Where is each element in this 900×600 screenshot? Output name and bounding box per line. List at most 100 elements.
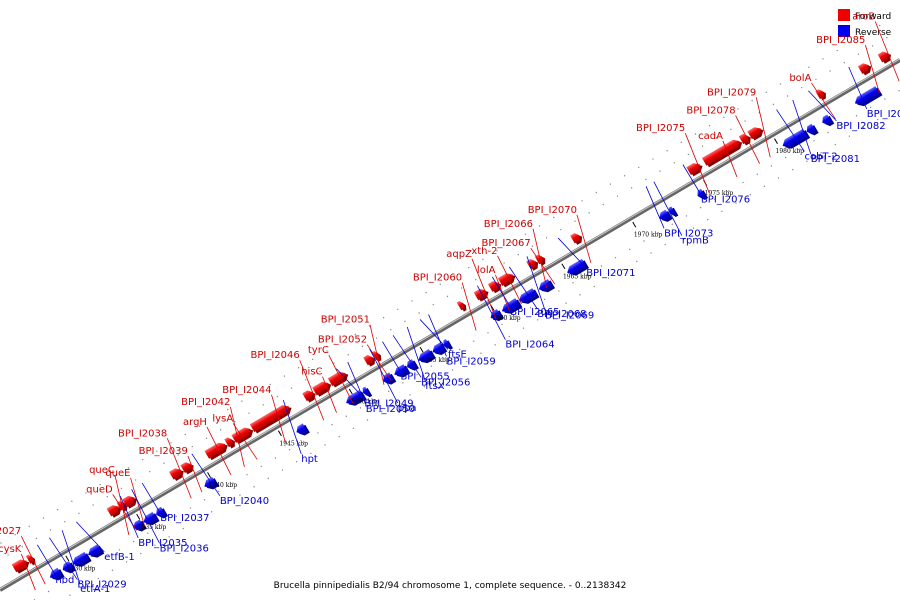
frame-dot: [149, 470, 151, 473]
gene-arrow-BPI_I2038[interactable]: [169, 466, 183, 480]
frame-dot: [857, 53, 860, 55]
scale-tick: [774, 138, 778, 144]
scale-tick-label: 1970 kbp: [634, 232, 663, 239]
frame-dot: [90, 565, 92, 568]
frame-dot: [694, 133, 697, 135]
gene-arrow-tyrC[interactable]: [327, 369, 348, 387]
gene-arrow-hpt[interactable]: [294, 423, 308, 436]
gene-arrow-BPI_I2082[interactable]: [820, 114, 832, 127]
gene-arrow-xth-2[interactable]: [497, 271, 515, 286]
gene-callout: [874, 21, 900, 82]
frame-dot: [792, 168, 794, 171]
gene-label-BPI_I2046: BPI_I2046: [251, 350, 300, 361]
gene-callout: [495, 274, 510, 312]
gene-label-BPI_I2064: BPI_I2064: [505, 340, 554, 351]
frame-dot: [588, 212, 590, 214]
frame-dot: [836, 49, 838, 52]
gene-arrow-BPI_I2060[interactable]: [456, 300, 466, 311]
gene-arrow-etfA-1[interactable]: [70, 551, 90, 568]
gene-arrow-BPI_I2036[interactable]: [141, 511, 158, 526]
frame-dot: [551, 310, 553, 313]
gene-label-BPI_I2039: BPI_I2039: [139, 446, 188, 457]
gene-arrow-BPI_I2076[interactable]: [695, 188, 706, 200]
frame-dot: [467, 266, 470, 269]
gene-label-BPI_I2052: BPI_I2052: [318, 335, 367, 346]
gene-arrow-BPI_I2065[interactable]: [500, 298, 520, 315]
frame-dot: [645, 178, 647, 181]
gene-arrow-BPI_I2085[interactable]: [857, 61, 871, 74]
gene-callout: [811, 82, 836, 120]
gene-label-rpmB: rpmB: [682, 236, 709, 247]
gene-arrow-queE[interactable]: [122, 494, 136, 508]
gene-label-BPI_I2067: BPI_I2067: [482, 238, 531, 249]
frame-dot: [104, 557, 107, 559]
frame-dot: [543, 298, 546, 301]
frame-dot: [409, 394, 411, 396]
frame-dot: [255, 392, 257, 394]
legend: Forward Reverse: [838, 9, 892, 38]
gene-arrow-BPI_I2073[interactable]: [657, 209, 671, 223]
frame-dot: [373, 398, 376, 401]
frame-dot: [898, 90, 900, 92]
frame-dot: [643, 240, 645, 242]
frame-dot: [607, 277, 610, 279]
gene-arrow-BPI_I2075[interactable]: [686, 161, 702, 175]
gene-callout: [114, 474, 130, 536]
gene-callout: [131, 489, 160, 544]
gene-callout: [684, 133, 710, 194]
frame-dot: [203, 499, 206, 501]
frame-dot: [437, 377, 440, 379]
frame-dot: [706, 218, 709, 221]
gene-arrow-BPI_I2079[interactable]: [747, 125, 763, 140]
frame-dot: [246, 473, 248, 476]
frame-dot: [189, 507, 192, 509]
frame-dot: [708, 124, 711, 127]
gene-label-BPI_I2081: BPI_I2081: [811, 154, 860, 165]
frame-dot: [869, 106, 872, 109]
gene-label-BPI_I2050: BPI_I2050: [366, 404, 415, 415]
frame-dot: [347, 354, 349, 356]
gene-arrow-ftsX[interactable]: [416, 349, 434, 364]
gene-arrow-cadA[interactable]: [701, 137, 742, 166]
gene-arrow-cysK[interactable]: [11, 557, 29, 573]
gene-label-cobT-2: cobT-2: [804, 152, 837, 163]
frame-dot: [42, 517, 45, 519]
frame-dot: [558, 290, 560, 292]
gene-label-BPI_I2065: BPI_I2065: [510, 307, 559, 318]
gene-arrow-BPI_I2044[interactable]: [249, 403, 291, 433]
gene-label-ftsE: ftsE: [448, 349, 467, 360]
frame-dot: [305, 379, 307, 381]
gene-arrow-BPI_I2083[interactable]: [853, 86, 880, 107]
gene-arrow-BPI_I2039[interactable]: [180, 460, 193, 473]
gene-arrow-BPI_I2081[interactable]: [804, 123, 817, 136]
frame-dot: [161, 524, 163, 526]
gene-arrow-aroB[interactable]: [877, 50, 891, 63]
gene-arrow-etfB-1[interactable]: [86, 544, 102, 558]
scale-tick: [632, 221, 637, 228]
gene-arrow-queC[interactable]: [106, 503, 121, 517]
gene-arrow-BPI_I2050[interactable]: [361, 386, 370, 397]
frame-dot: [517, 253, 520, 256]
frame-dot: [390, 329, 392, 331]
gene-arrow-BPI_I2051[interactable]: [363, 353, 375, 366]
frame-dot: [395, 402, 397, 404]
gene-arrow-aqpZ[interactable]: [473, 287, 488, 301]
gene-callout: [20, 536, 46, 585]
frame-dot: [198, 425, 201, 427]
gene-arrow-BPI_I2070[interactable]: [570, 232, 582, 244]
gene-arrow-argH[interactable]: [204, 440, 227, 459]
frame-dot: [531, 245, 534, 247]
gene-callout: [557, 237, 587, 269]
frame-dot: [716, 137, 718, 139]
gene-arrow-BPI_I2069[interactable]: [537, 278, 553, 293]
gene-arrow-hisC[interactable]: [312, 379, 331, 396]
gene-arrow-BPI_I2046[interactable]: [302, 388, 315, 402]
gene-label-BPI_I2076: BPI_I2076: [701, 195, 750, 206]
gene-arrow-BPI_I2037[interactable]: [154, 506, 166, 519]
frame-dot: [614, 256, 617, 259]
gene-arrow-BPI_I2035[interactable]: [131, 519, 145, 532]
gene-arrow-BPI_I2055[interactable]: [392, 364, 408, 378]
frame-dot: [749, 193, 751, 196]
gene-arrow-BPI_I2042[interactable]: [224, 436, 234, 448]
gene-callout: [166, 438, 192, 499]
